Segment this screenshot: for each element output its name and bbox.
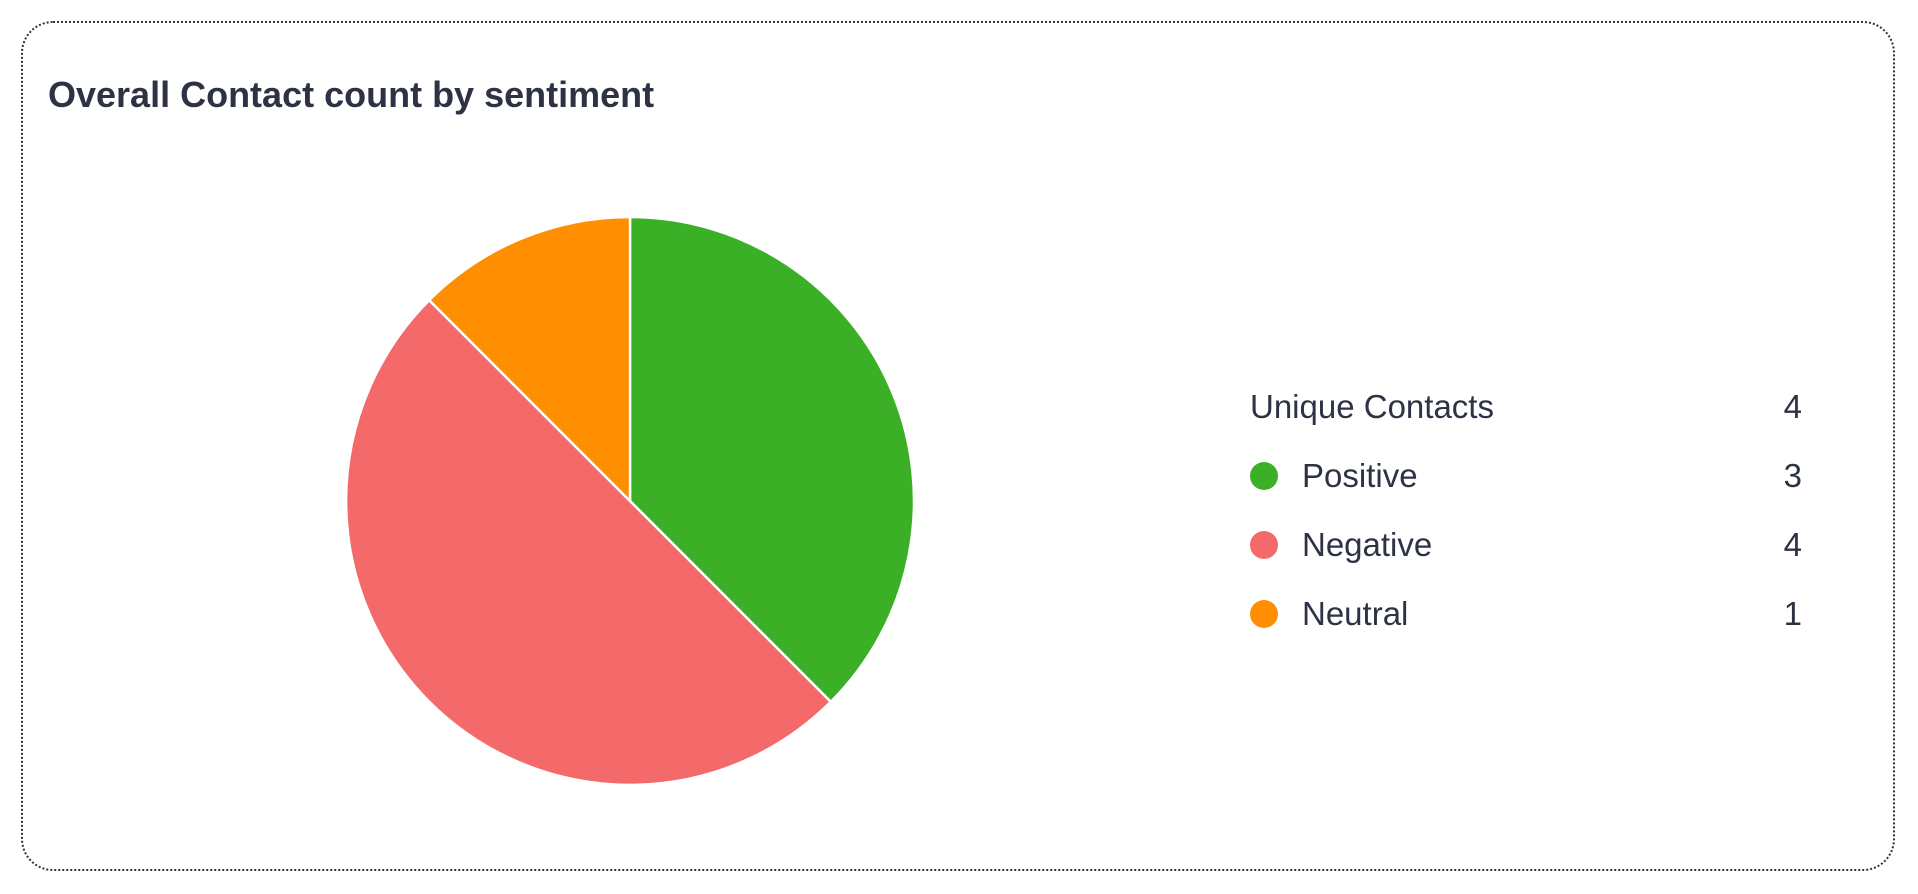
chart-title: Overall Contact count by sentiment	[48, 74, 655, 115]
legend-item-neutral[interactable]: Neutral 1	[1250, 579, 1802, 648]
legend-dot-icon	[1250, 461, 1278, 490]
legend-dot-icon	[1250, 599, 1278, 628]
pie-slice-negative[interactable]	[345, 298, 833, 786]
chart-card	[21, 21, 1895, 871]
pie-slice-neutral[interactable]	[427, 215, 632, 505]
legend-value: 4	[1783, 525, 1802, 563]
legend-header-label: Unique Contacts	[1250, 387, 1494, 425]
legend-header: Unique Contacts 4	[1250, 372, 1802, 441]
legend-item-negative[interactable]: Negative 4	[1250, 510, 1802, 579]
legend-item-positive[interactable]: Positive 3	[1250, 441, 1802, 510]
legend-value: 1	[1783, 594, 1802, 632]
legend-label: Negative	[1302, 525, 1433, 563]
legend-label: Positive	[1302, 456, 1418, 494]
legend-label: Neutral	[1302, 594, 1409, 632]
legend-header-value: 4	[1783, 387, 1802, 425]
pie-slice-positive[interactable]	[628, 215, 916, 704]
legend-value: 3	[1783, 456, 1802, 494]
legend: Unique Contacts 4 Positive 3 Negative 4 …	[1250, 372, 1802, 648]
legend-dot-icon	[1250, 530, 1278, 559]
